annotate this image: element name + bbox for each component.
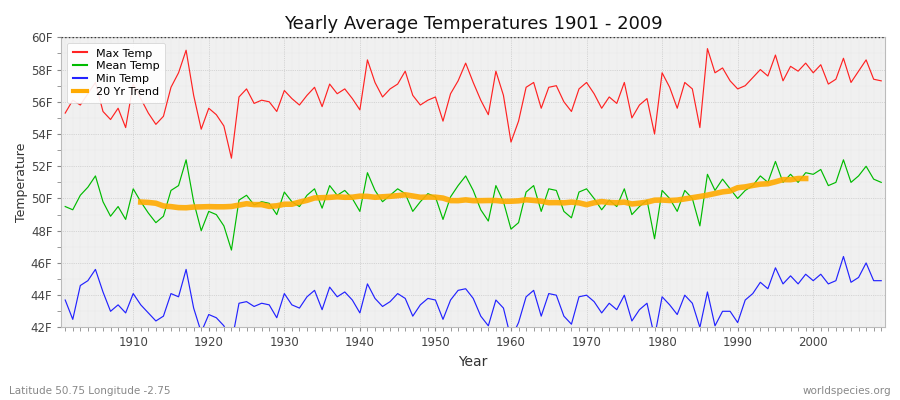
Text: Latitude 50.75 Longitude -2.75: Latitude 50.75 Longitude -2.75 [9,386,170,396]
Legend: Max Temp, Mean Temp, Min Temp, 20 Yr Trend: Max Temp, Mean Temp, Min Temp, 20 Yr Tre… [67,43,165,103]
Y-axis label: Temperature: Temperature [15,143,28,222]
Text: worldspecies.org: worldspecies.org [803,386,891,396]
Title: Yearly Average Temperatures 1901 - 2009: Yearly Average Temperatures 1901 - 2009 [284,15,662,33]
X-axis label: Year: Year [458,355,488,369]
